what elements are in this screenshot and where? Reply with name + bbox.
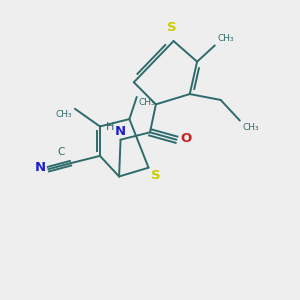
Text: CH₃: CH₃	[243, 124, 260, 133]
Text: CH₃: CH₃	[218, 34, 234, 43]
Text: C: C	[57, 147, 64, 158]
Text: CH₃: CH₃	[55, 110, 72, 119]
Text: N: N	[115, 125, 126, 138]
Text: O: O	[180, 132, 191, 145]
Text: N: N	[34, 161, 46, 174]
Text: S: S	[167, 21, 177, 34]
Text: S: S	[152, 169, 161, 182]
Text: H: H	[106, 122, 114, 132]
Text: CH₃: CH₃	[138, 98, 155, 107]
